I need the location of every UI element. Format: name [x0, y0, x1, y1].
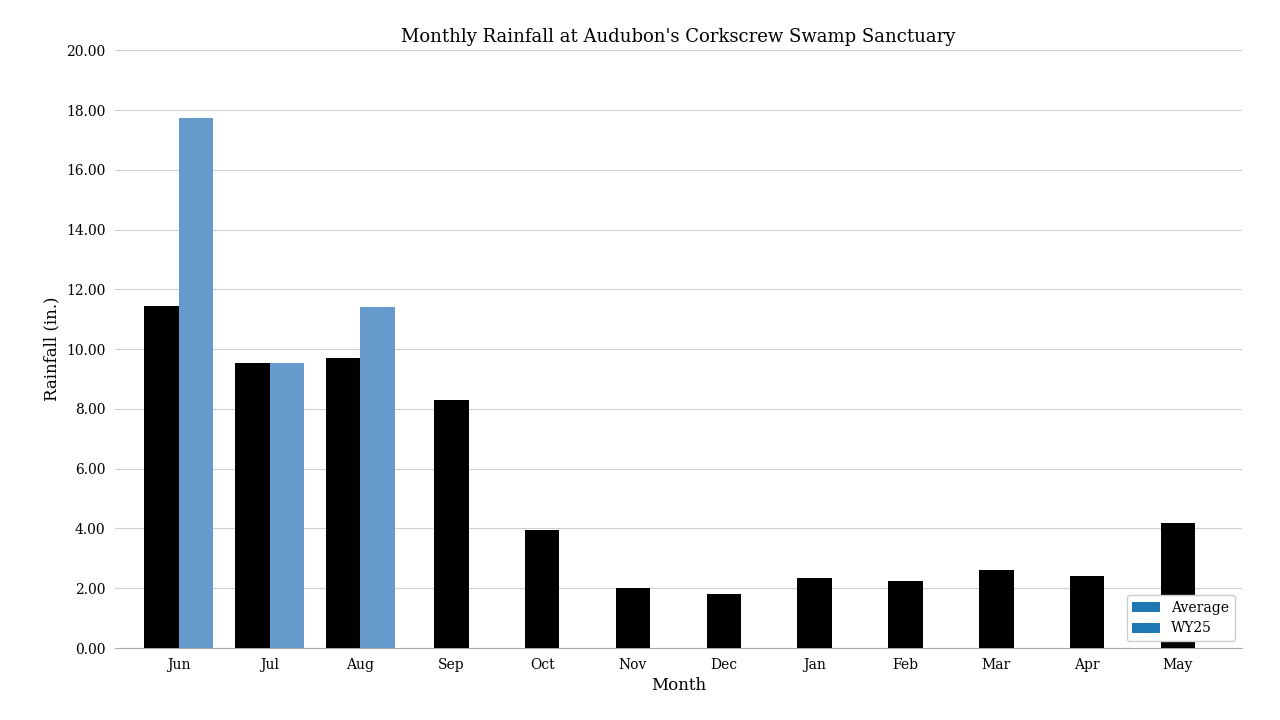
Bar [179, 117, 214, 648]
Bar [434, 400, 468, 648]
Bar [236, 363, 270, 648]
Bar [145, 306, 179, 648]
Bar [1070, 576, 1105, 648]
Bar [888, 581, 923, 648]
X-axis label: Month: Month [650, 678, 707, 694]
Title: Monthly Rainfall at Audubon's Corkscrew Swamp Sanctuary: Monthly Rainfall at Audubon's Corkscrew … [401, 28, 956, 46]
Bar [361, 307, 396, 648]
Bar [707, 594, 741, 648]
Legend: Average, WY25: Average, WY25 [1126, 595, 1235, 641]
Bar [326, 358, 361, 648]
Bar [525, 530, 559, 648]
Bar [979, 570, 1014, 648]
Y-axis label: Rainfall (in.): Rainfall (in.) [44, 297, 60, 402]
Bar [1161, 523, 1196, 648]
Bar [270, 363, 305, 648]
Bar [797, 577, 832, 648]
Bar [616, 588, 650, 648]
